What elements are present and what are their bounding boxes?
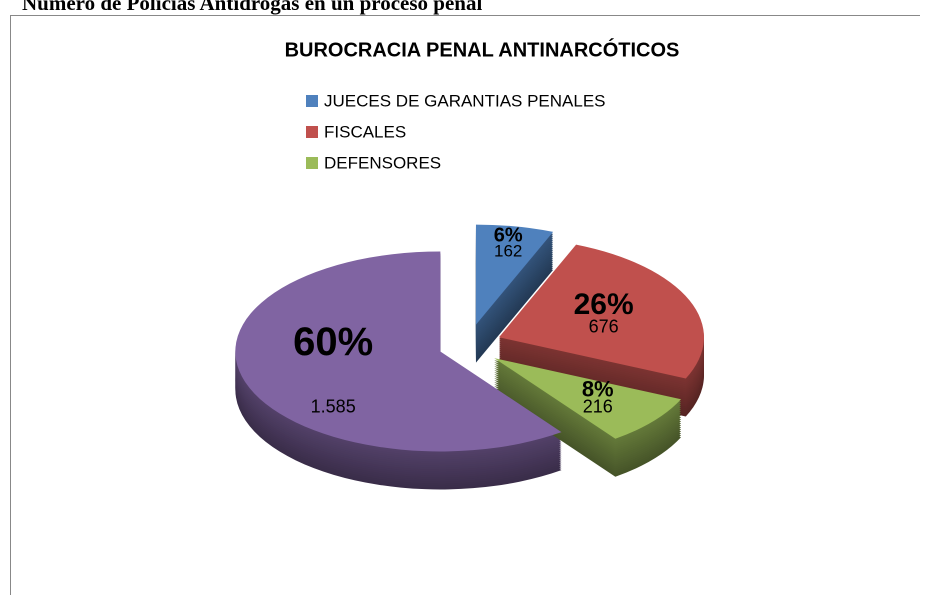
- value-label: 676: [589, 317, 619, 337]
- pie-labels: 6%162 26%676 8%216 60% 1.585: [293, 224, 634, 416]
- slice: [235, 251, 562, 452]
- legend: JUECES DE GARANTIAS PENALES FISCALES DEFEN…: [306, 91, 606, 172]
- percent-label: 8%: [582, 376, 614, 401]
- legend-swatch: [306, 157, 318, 169]
- percent-label: 26%: [574, 288, 634, 321]
- slice: [475, 224, 554, 325]
- slice: [494, 358, 682, 439]
- percent-label: 60%: [293, 320, 373, 364]
- slice: [498, 244, 704, 379]
- chart-title: BUROCRACIA PENAL ANTINARCÓTICOS: [285, 37, 680, 61]
- page-heading: Número de Policías Antidrogas en un proc…: [22, 0, 482, 15]
- legend-label: FISCALES: [324, 122, 406, 141]
- value-label: 216: [583, 396, 613, 416]
- value-label: 162: [494, 242, 522, 261]
- legend-label: DEFENSORES: [324, 153, 441, 172]
- legend-swatch: [306, 95, 318, 107]
- value-label: 1.585: [311, 396, 356, 416]
- pie-tops: [235, 224, 704, 452]
- legend-swatch: [306, 126, 318, 138]
- chart-frame: [10, 15, 920, 595]
- percent-label: 6%: [494, 224, 523, 246]
- legend-label: JUECES DE GARANTIAS PENALES: [324, 91, 606, 110]
